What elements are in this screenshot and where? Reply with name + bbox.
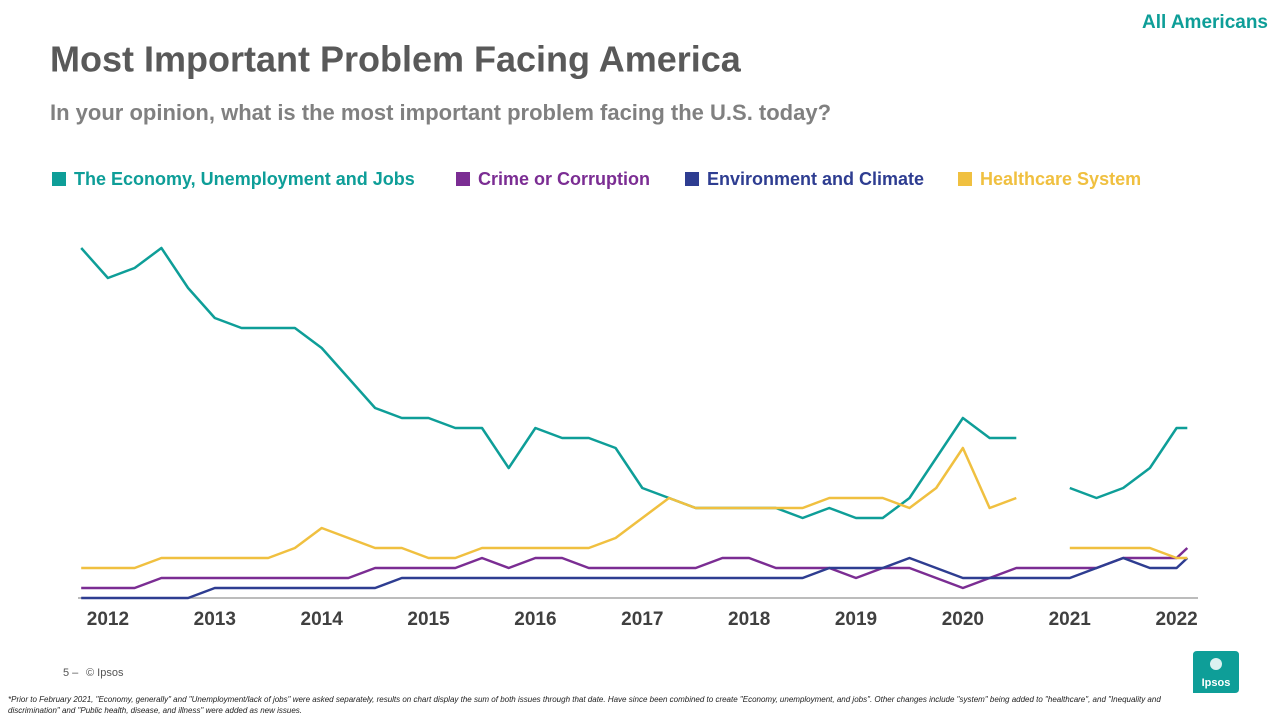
copyright: © Ipsos [86, 667, 124, 679]
legend-swatch [456, 172, 470, 186]
footnote: *Prior to February 2021, "Economy, gener… [8, 695, 1161, 715]
x-tick-label: 2016 [514, 609, 556, 630]
legend-swatch [958, 172, 972, 186]
legend-label: The Economy, Unemployment and Jobs [74, 169, 415, 189]
chart-subtitle: In your opinion, what is the most import… [50, 100, 831, 125]
logo-text: Ipsos [1202, 677, 1231, 689]
x-tick-label: 2020 [942, 609, 984, 630]
series-line [81, 556, 1189, 600]
legend-label: Crime or Corruption [478, 169, 650, 189]
legend-swatch [52, 172, 66, 186]
page-number: 5 – [63, 667, 79, 679]
series-line [81, 446, 1188, 570]
x-tick-label: 2018 [728, 609, 770, 630]
x-tick-label: 2022 [1155, 609, 1197, 630]
x-tick-label: 2021 [1049, 609, 1092, 630]
x-tick-label: 2015 [407, 609, 450, 630]
legend-label: Healthcare System [980, 169, 1141, 189]
series-line [81, 547, 1189, 590]
x-tick-label: 2014 [301, 609, 344, 630]
audience-tag: All Americans [1142, 12, 1268, 33]
x-tick-label: 2019 [835, 609, 877, 630]
logo-mark [1210, 658, 1222, 670]
logo-box [1193, 651, 1239, 693]
x-tick-label: 2012 [87, 609, 129, 630]
legend-swatch [685, 172, 699, 186]
x-tick-label: 2013 [194, 609, 236, 630]
x-tick-label: 2017 [621, 609, 663, 630]
series-line [80, 246, 1188, 520]
legend-label: Environment and Climate [707, 169, 924, 189]
chart-title: Most Important Problem Facing America [50, 39, 742, 80]
